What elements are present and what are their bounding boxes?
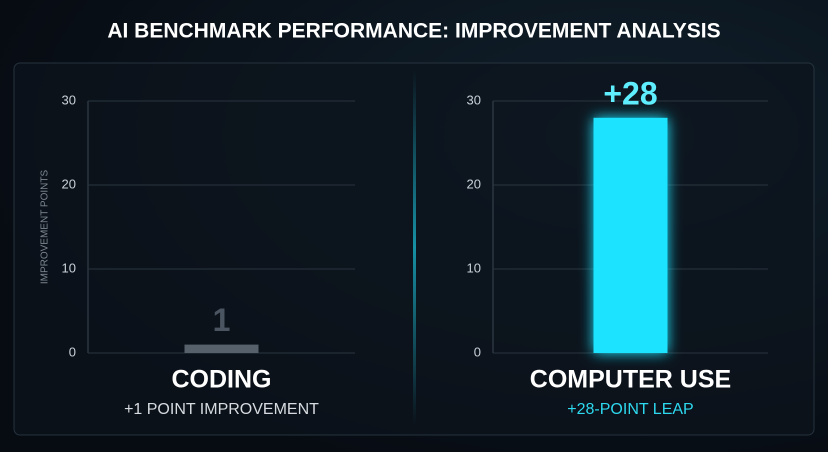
y-tick-label: 10 — [467, 260, 481, 275]
y-tick-label: 0 — [69, 344, 76, 359]
y-tick-label: 0 — [474, 344, 481, 359]
y-tick-label: 20 — [62, 176, 76, 191]
y-tick-label: 30 — [62, 92, 76, 107]
subtitle: +1 POINT IMPROVEMENT — [124, 401, 319, 418]
value-label: 1 — [213, 302, 231, 338]
divider — [413, 70, 416, 425]
subtitle: +28-POINT LEAP — [567, 401, 693, 418]
y-tick-label: 30 — [467, 92, 481, 107]
category-label: COMPUTER USE — [530, 366, 731, 394]
y-axis-label: IMPROVEMENT POINTS — [40, 170, 51, 285]
bar — [593, 117, 668, 353]
category-label: CODING — [172, 366, 272, 394]
page-title: AI BENCHMARK PERFORMANCE: IMPROVEMENT AN… — [107, 20, 720, 43]
y-tick-label: 10 — [62, 260, 76, 275]
value-label: +28 — [603, 75, 657, 111]
bar — [184, 344, 259, 353]
y-tick-label: 20 — [467, 176, 481, 191]
